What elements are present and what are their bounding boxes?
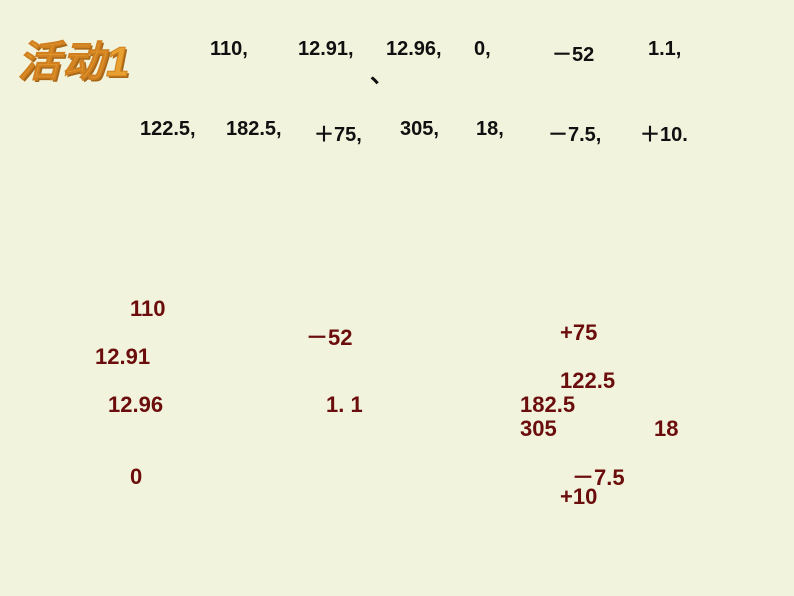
scatter-122-5: 122.5 (560, 368, 615, 394)
accent-mark: 、 (370, 54, 394, 89)
scatter-18: 18 (654, 416, 678, 442)
row1-num-2: 12.91, (298, 38, 354, 61)
row1-num-5: －52 (552, 38, 594, 67)
row2-num-3: ＋75, (314, 118, 362, 147)
scatter-neg52: －52 (306, 320, 352, 352)
row2-num-7: ＋10. (640, 118, 688, 147)
scatter-12-96: 12.96 (108, 392, 163, 418)
scatter-305: 305 (520, 416, 557, 442)
scatter-0: 0 (130, 464, 142, 490)
scatter-plus10: +10 (560, 484, 597, 510)
scatter-12-91: 12.91 (95, 344, 150, 370)
row2-num-6: －7.5, (548, 118, 601, 147)
scatter-1-1: 1. 1 (326, 392, 363, 418)
row2-num-2: 182.5, (226, 118, 282, 141)
scatter-110: 110 (130, 296, 166, 322)
row1-num-1: 110, (210, 38, 248, 61)
scatter-182-5: 182.5 (520, 392, 575, 418)
row1-num-4: 0, (474, 38, 491, 61)
row2-num-4: 305, (400, 118, 439, 141)
row1-num-3: 12.96, (386, 38, 442, 61)
row2-num-1: 122.5, (140, 118, 196, 141)
row2-num-5: 18, (476, 118, 504, 141)
scatter-plus75: +75 (560, 320, 597, 346)
row1-num-6: 1.1, (648, 38, 681, 61)
activity-title: 活动1 (18, 28, 131, 89)
